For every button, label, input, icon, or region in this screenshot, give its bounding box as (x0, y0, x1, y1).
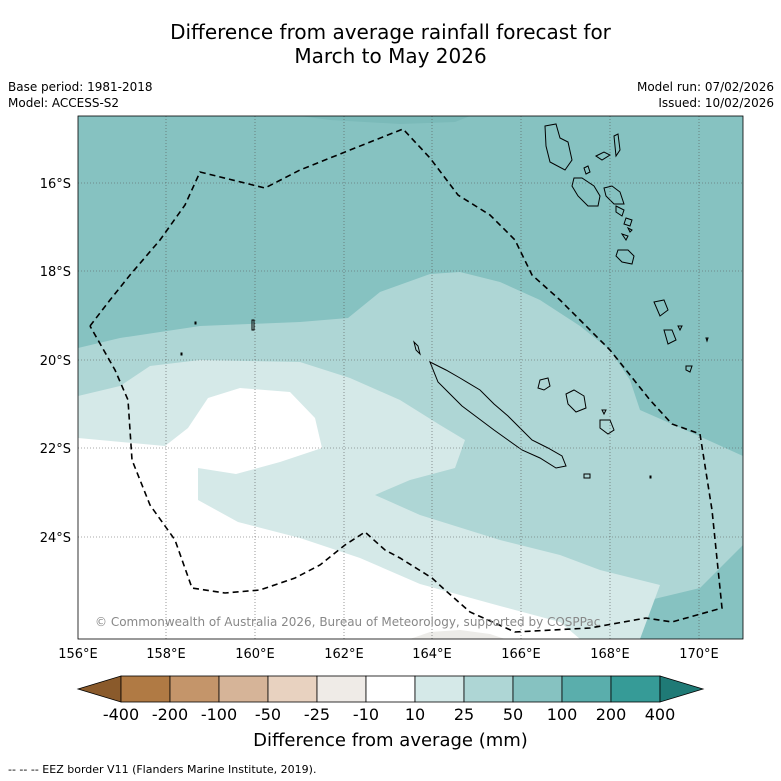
colorbar-tick: 50 (503, 705, 523, 724)
colorbar-tick: -200 (152, 705, 188, 724)
colorbar-segment (561, 675, 612, 703)
lon-label: 166°E (501, 647, 541, 662)
model-name: Model: ACCESS-S2 (8, 96, 120, 110)
colorbar-tick: -400 (103, 705, 139, 724)
model-run-date: Model run: 07/02/2026 (636, 80, 774, 94)
colorbar-tick: 100 (547, 705, 578, 724)
lon-label: 164°E (412, 647, 452, 662)
colorbar-tick: -25 (304, 705, 330, 724)
colorbar-tick: 200 (596, 705, 627, 724)
anomaly-patch-light (410, 630, 505, 639)
colorbar-ticks: -400 -200 -100 -50 -25 -10 10 25 50 100 … (103, 705, 675, 724)
colorbar-label: Difference from average (mm) (253, 730, 528, 751)
lon-label: 162°E (324, 647, 364, 662)
copyright-notice: © Commonwealth of Australia 2026, Bureau… (95, 615, 600, 629)
lat-label: 20°S (40, 354, 71, 369)
lon-label: 156°E (58, 647, 98, 662)
lat-label: 24°S (40, 531, 71, 546)
latitude-axis: 16°S 18°S 20°S 22°S 24°S (40, 177, 71, 546)
colorbar-segment (120, 675, 171, 703)
map-title-line1: Difference from average rainfall forecas… (170, 20, 611, 44)
colorbar-tick: -100 (201, 705, 237, 724)
lon-label: 160°E (235, 647, 275, 662)
islands-new-caledonia (413, 340, 615, 479)
lon-label: 158°E (146, 647, 186, 662)
colorbar-tick: 25 (454, 705, 474, 724)
lat-label: 16°S (40, 177, 71, 192)
colorbar-segment (610, 675, 661, 703)
base-period: Base period: 1981-2018 (8, 80, 153, 94)
colorbar-tick: 400 (645, 705, 676, 724)
colorbar-segment (267, 675, 318, 703)
map-frame (77, 115, 744, 640)
colorbar-segment (512, 675, 563, 703)
lon-label: 168°E (590, 647, 630, 662)
map-title-line2: March to May 2026 (294, 44, 487, 68)
colorbar-segment (218, 675, 269, 703)
lat-label: 18°S (40, 265, 71, 280)
colorbar-segment (414, 675, 465, 703)
islands-east (653, 299, 709, 373)
lon-label: 170°E (679, 647, 719, 662)
anomaly-band-top (300, 116, 470, 124)
colorbar-tick: -50 (255, 705, 281, 724)
issued-date: Issued: 10/02/2026 (658, 96, 774, 110)
colorbar-extend-low (76, 675, 122, 703)
rainfall-anomaly-map: © Commonwealth of Australia 2026, Bureau… (78, 116, 743, 639)
map-gridlines (78, 116, 743, 639)
islands-reefs (180, 319, 652, 479)
longitude-axis: 156°E 158°E 160°E 162°E 164°E 166°E 168°… (58, 647, 719, 662)
anomaly-band-neutral (78, 388, 580, 639)
colorbar-segment (316, 675, 367, 703)
eez-border (89, 128, 723, 633)
colorbar-segment (463, 675, 514, 703)
colorbar-tick: -10 (353, 705, 379, 724)
colorbar-extend-high (659, 675, 705, 703)
eez-legend-note: -- -- -- EEZ border V11 (Flanders Marine… (8, 763, 317, 776)
colorbar-segment (169, 675, 220, 703)
lat-label: 22°S (40, 442, 71, 457)
islands-vanuatu (544, 123, 635, 265)
colorbar (76, 675, 705, 703)
colorbar-segment (365, 675, 416, 703)
colorbar-tick: 10 (405, 705, 425, 724)
